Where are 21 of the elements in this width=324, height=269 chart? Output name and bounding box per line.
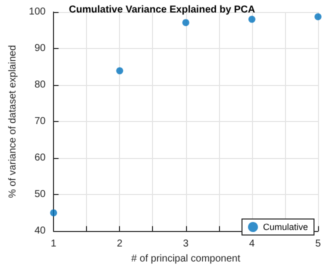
legend-label: Cumulative <box>262 222 308 232</box>
x-tick-label: 2 <box>116 238 123 250</box>
x-tick-label: 4 <box>249 238 256 250</box>
x-tick-label: 3 <box>183 238 190 250</box>
point <box>248 16 256 23</box>
x-tick-label: 5 <box>315 238 322 250</box>
y-tick-label: 70 <box>34 116 46 128</box>
point <box>314 13 322 20</box>
point <box>116 67 124 74</box>
y-tick-label: 60 <box>34 152 46 164</box>
y-tick-label: 80 <box>34 80 46 91</box>
x-axis-title: # of principal component <box>131 254 240 264</box>
chart-title: Cumulative Variance Explained by PCA <box>68 4 256 16</box>
point <box>182 19 190 26</box>
y-tick-label: 40 <box>34 226 46 237</box>
y-tick-label: 100 <box>28 6 46 18</box>
y-axis-title: % of variance of dataset explained <box>8 45 18 198</box>
y-tick-label: 50 <box>34 189 46 200</box>
point <box>50 209 58 216</box>
y-tick-label: 90 <box>34 43 46 54</box>
x-tick-label: 1 <box>50 238 57 250</box>
